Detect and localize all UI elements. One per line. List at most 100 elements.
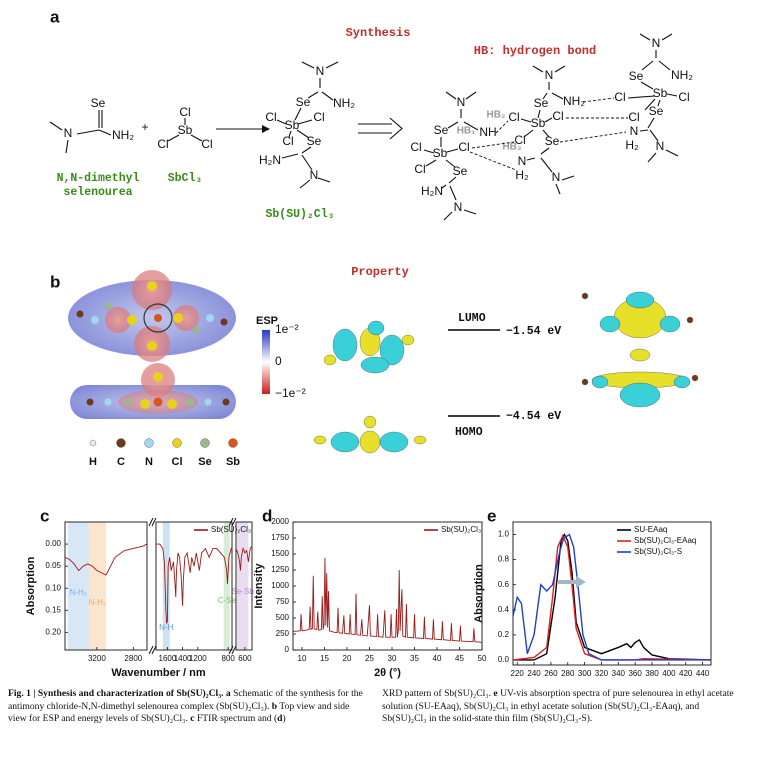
y-axis-label: Absorption bbox=[473, 564, 485, 623]
bond bbox=[523, 129, 534, 138]
data-line bbox=[64, 543, 148, 576]
caption-run: e bbox=[493, 688, 498, 699]
atom-label: H₂N bbox=[421, 184, 443, 198]
atom-label: H₂ bbox=[625, 138, 639, 152]
x-tick-label: 20 bbox=[343, 654, 352, 663]
atom-label: H₂N bbox=[259, 153, 281, 167]
x-tick-label: 50 bbox=[478, 654, 487, 663]
atom-label: Cl bbox=[678, 90, 689, 104]
atom-label: N bbox=[652, 36, 661, 50]
bond bbox=[551, 92, 564, 100]
bond bbox=[647, 117, 655, 129]
y-axis-label: Intensity bbox=[253, 563, 265, 609]
bond bbox=[301, 61, 315, 69]
panel-letter: a bbox=[50, 7, 60, 26]
bond bbox=[425, 159, 437, 167]
atom-label: Se bbox=[434, 123, 449, 137]
element-label: C bbox=[117, 456, 125, 468]
y-tick-label: 500 bbox=[276, 613, 290, 622]
atom-label: Se bbox=[649, 104, 664, 118]
caption-run: Fig. 1 | Synthesis and characterization … bbox=[8, 688, 231, 699]
bond bbox=[276, 119, 287, 125]
orbital-homo bbox=[313, 415, 427, 454]
plot-frame bbox=[292, 521, 483, 651]
x-tick-label: 280 bbox=[561, 669, 575, 678]
bond bbox=[294, 107, 302, 121]
bond bbox=[446, 148, 459, 153]
bond bbox=[666, 93, 678, 97]
x-tick-label: 240 bbox=[527, 669, 541, 678]
element-ball bbox=[172, 438, 182, 448]
bond bbox=[554, 65, 566, 73]
x-tick-label: 1400 bbox=[174, 654, 192, 663]
band-label: C-Se bbox=[218, 596, 237, 605]
compound-name: N,N-dimethyl bbox=[57, 172, 140, 185]
x-tick-label: 220 bbox=[511, 669, 525, 678]
axis-break bbox=[231, 645, 237, 655]
y-tick-label: 0 bbox=[285, 645, 290, 654]
esp-top-view bbox=[68, 270, 236, 362]
caption-left: Fig. 1 | Synthesis and characterization … bbox=[8, 688, 366, 726]
y-tick-label: 1.0 bbox=[498, 530, 510, 539]
axis-break bbox=[151, 645, 157, 655]
x-axis-label: 2θ (°) bbox=[374, 667, 401, 679]
x-tick-label: 2800 bbox=[124, 654, 142, 663]
atom-label: Sb bbox=[433, 146, 448, 160]
band-label: N-H₂ bbox=[70, 588, 87, 597]
atom-label: NH bbox=[479, 125, 496, 139]
y-tick-label: 1750 bbox=[271, 533, 289, 542]
atom-label: N bbox=[545, 68, 554, 82]
atom-label: Se bbox=[629, 69, 644, 83]
y-tick-label: 1250 bbox=[271, 565, 289, 574]
hydrogen-bond bbox=[471, 141, 515, 149]
axis-break bbox=[231, 517, 237, 527]
atom-label: NH₂ bbox=[563, 94, 585, 108]
bond bbox=[658, 60, 671, 71]
atom-label: Cl bbox=[265, 110, 276, 124]
y-axis-label: Absorption bbox=[25, 556, 37, 615]
bond bbox=[441, 184, 447, 189]
bond bbox=[657, 99, 661, 107]
y-tick-label: 0.00 bbox=[45, 539, 61, 548]
hb-note: HB: hydrogen bond bbox=[474, 44, 596, 58]
x-tick-label: 360 bbox=[628, 669, 642, 678]
bond bbox=[281, 153, 299, 159]
lumo-energy: −1.54 eV bbox=[506, 325, 561, 338]
esp-colorbar bbox=[262, 330, 270, 394]
bond bbox=[445, 91, 457, 100]
esp-side-view bbox=[70, 363, 236, 419]
figure: a Synthesis HB: hydrogen bond + N,N-dimethyl… bbox=[25, 7, 712, 694]
band-label: N-H₂ bbox=[89, 598, 106, 607]
plot-frame bbox=[235, 521, 253, 651]
annotation-band bbox=[88, 522, 106, 650]
bond bbox=[325, 61, 339, 69]
hydrogen-bond bbox=[495, 120, 509, 134]
x-tick-label: 300 bbox=[578, 669, 592, 678]
annotation-band bbox=[223, 522, 230, 650]
bond bbox=[190, 134, 203, 142]
data-line bbox=[235, 545, 253, 571]
atom-label: Se bbox=[453, 164, 468, 178]
caption-run: b bbox=[271, 700, 278, 712]
x-tick-label: 340 bbox=[612, 669, 626, 678]
caption-run: d bbox=[277, 713, 283, 724]
x-tick-label: 380 bbox=[645, 669, 659, 678]
atom-label: N bbox=[310, 168, 319, 182]
annotation-band bbox=[236, 522, 249, 650]
atom-label: Cl bbox=[157, 137, 168, 151]
arrow-decoration-head bbox=[576, 576, 586, 588]
bond bbox=[540, 157, 553, 173]
bond bbox=[542, 129, 550, 138]
y-tick-label: 0.0 bbox=[498, 655, 510, 664]
band-label: Se-Sb bbox=[232, 587, 255, 596]
bond bbox=[65, 139, 69, 154]
atom-label: N bbox=[630, 124, 639, 138]
bond bbox=[447, 121, 459, 129]
panel-letter: b bbox=[50, 272, 60, 291]
caption-run: XRD pattern of Sb(SU)₂Cl₃. bbox=[382, 688, 494, 699]
atom-label: Se bbox=[91, 96, 106, 110]
compound-name: selenourea bbox=[63, 186, 132, 199]
x-tick-label: 440 bbox=[696, 669, 710, 678]
bond bbox=[307, 91, 319, 99]
